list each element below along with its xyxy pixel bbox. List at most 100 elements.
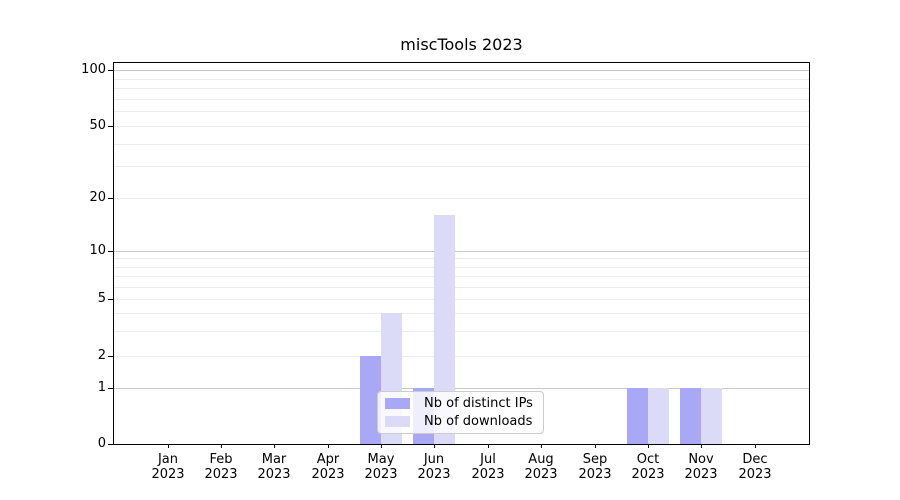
x-tick-year: 2023 — [684, 467, 718, 482]
x-tick-mark — [648, 444, 649, 448]
plot-area — [113, 62, 810, 445]
x-tick-year: 2023 — [257, 467, 291, 482]
x-tick-year: 2023 — [738, 467, 772, 482]
y-tick-label: 50 — [89, 118, 106, 133]
x-tick-month: Oct — [636, 452, 660, 467]
bar-distinct-ips — [627, 388, 648, 444]
x-tick-year: 2023 — [364, 467, 398, 482]
gridline-minor — [114, 267, 809, 268]
legend-swatch-distinct-ips — [385, 398, 410, 410]
y-tick-label: 10 — [89, 243, 106, 258]
x-tick-label: May 2023 — [351, 452, 411, 482]
legend-item-distinct-ips: Nb of distinct IPs — [385, 396, 537, 411]
gridline-minor — [114, 79, 809, 80]
gridline-minor — [114, 276, 809, 277]
x-tick-label: Jul 2023 — [458, 452, 518, 482]
y-tick-label: 5 — [97, 291, 106, 306]
x-tick-mark — [168, 444, 169, 448]
x-tick-mark — [701, 444, 702, 448]
x-tick-month: May — [367, 452, 395, 467]
x-tick-year: 2023 — [204, 467, 238, 482]
x-tick-mark — [274, 444, 275, 448]
y-tick-mark — [108, 198, 113, 199]
x-tick-label: Dec 2023 — [725, 452, 785, 482]
gridline-major — [114, 251, 809, 252]
gridline-major — [114, 70, 809, 71]
x-tick-mark — [434, 444, 435, 448]
gridline-minor — [114, 88, 809, 89]
y-tick-mark — [108, 388, 113, 389]
x-tick-month: Aug — [528, 452, 554, 467]
y-tick-label: 100 — [81, 62, 106, 77]
x-tick-month: Jun — [423, 452, 445, 467]
x-tick-year: 2023 — [578, 467, 612, 482]
x-tick-label: Apr 2023 — [298, 452, 358, 482]
gridline-minor — [114, 198, 809, 199]
x-tick-label: Oct 2023 — [618, 452, 678, 482]
x-tick-year: 2023 — [471, 467, 505, 482]
y-tick-mark — [108, 356, 113, 357]
bar-distinct-ips — [360, 356, 381, 444]
gridline-minor — [114, 356, 809, 357]
y-tick-label: 2 — [97, 348, 106, 363]
y-tick-mark — [108, 70, 113, 71]
x-tick-mark — [328, 444, 329, 448]
legend: Nb of distinct IPs Nb of downloads — [377, 391, 544, 434]
gridline-major — [114, 388, 809, 389]
y-tick-label: 20 — [89, 190, 106, 205]
legend-item-downloads: Nb of downloads — [385, 414, 537, 429]
x-tick-mark — [488, 444, 489, 448]
gridline-minor — [114, 313, 809, 314]
bar-downloads — [434, 215, 455, 444]
bar-downloads — [648, 388, 669, 444]
y-tick-label: 1 — [97, 380, 106, 395]
gridline-minor — [114, 99, 809, 100]
gridline-minor — [114, 331, 809, 332]
y-tick-mark — [108, 444, 113, 445]
x-tick-mark — [221, 444, 222, 448]
y-tick-label: 0 — [97, 436, 106, 451]
gridline-minor — [114, 299, 809, 300]
x-tick-year: 2023 — [524, 467, 558, 482]
legend-label-downloads: Nb of downloads — [424, 413, 533, 429]
bar-downloads — [701, 388, 722, 444]
legend-swatch-downloads — [385, 415, 410, 427]
x-tick-label: Nov 2023 — [671, 452, 731, 482]
gridline-minor — [114, 111, 809, 112]
gridline-minor — [114, 126, 809, 127]
x-tick-month: Nov — [688, 452, 714, 467]
x-tick-mark — [595, 444, 596, 448]
x-tick-label: Sep 2023 — [565, 452, 625, 482]
x-tick-year: 2023 — [151, 467, 185, 482]
x-tick-label: Mar 2023 — [244, 452, 304, 482]
x-tick-month: Feb — [209, 452, 233, 467]
x-tick-month: Dec — [742, 452, 768, 467]
x-tick-mark — [541, 444, 542, 448]
legend-label-distinct-ips: Nb of distinct IPs — [424, 396, 533, 412]
gridline-minor — [114, 166, 809, 167]
x-tick-year: 2023 — [311, 467, 345, 482]
x-tick-label: Jun 2023 — [404, 452, 464, 482]
gridline-minor — [114, 287, 809, 288]
x-tick-mark — [755, 444, 756, 448]
plot-canvas — [114, 63, 809, 444]
x-tick-month: Sep — [582, 452, 608, 467]
y-tick-mark — [108, 299, 113, 300]
gridline-minor — [114, 144, 809, 145]
gridline-minor — [114, 258, 809, 259]
x-tick-month: Mar — [261, 452, 287, 467]
x-tick-month: Apr — [316, 452, 340, 467]
x-tick-year: 2023 — [417, 467, 451, 482]
x-tick-label: Aug 2023 — [511, 452, 571, 482]
y-tick-mark — [108, 126, 113, 127]
y-tick-mark — [108, 251, 113, 252]
x-tick-year: 2023 — [631, 467, 665, 482]
chart-title: miscTools 2023 — [400, 35, 523, 54]
x-tick-label: Feb 2023 — [191, 452, 251, 482]
x-tick-mark — [381, 444, 382, 448]
x-tick-label: Jan 2023 — [138, 452, 198, 482]
bar-distinct-ips — [680, 388, 701, 444]
x-tick-month: Jan — [157, 452, 179, 467]
x-tick-month: Jul — [480, 452, 496, 467]
